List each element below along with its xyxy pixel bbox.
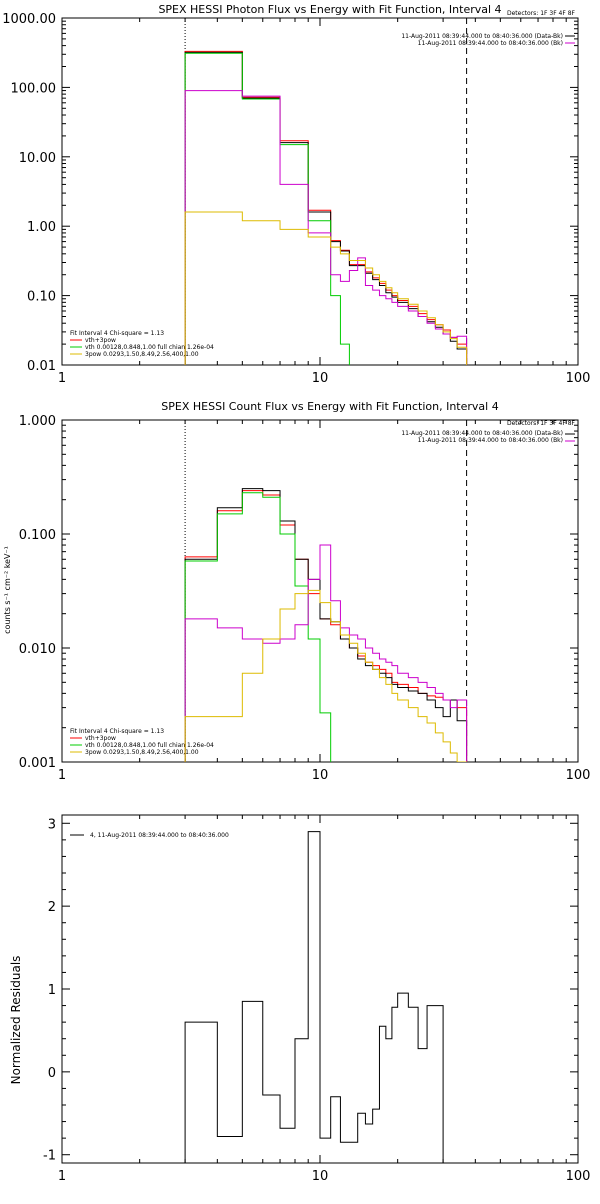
count-flux-title: SPEX HESSI Count Flux vs Energy with Fit… (161, 400, 498, 413)
legend-bottom-line1: Fit Interval 4 Chi-square = 1.13 (70, 728, 164, 735)
count-flux-ylabel: counts s⁻¹ cm⁻² keV⁻¹ (3, 546, 12, 634)
count-flux-y-tick-label: 0.001 (19, 756, 56, 771)
count-flux-x-tick-label: 100 (566, 768, 591, 783)
legend-top-line3: 11-Aug-2011 08:39:44.000 to 08:40:36.000… (418, 437, 563, 444)
legend-top-line2: 11-Aug-2011 08:39:44.000 to 08:40:36.000… (401, 430, 563, 437)
count-flux-thermal-histogram (184, 492, 332, 762)
photon-flux-panel: SPEX HESSI Photon Flux vs Energy with Fi… (2, 3, 590, 386)
photon-flux-red-histogram (184, 50, 468, 365)
photon-flux-y-tick-label: 1.00 (27, 220, 56, 235)
legend-bottom-line2: vth+3pow (85, 337, 116, 344)
residuals-ylabel: Normalized Residuals (9, 956, 23, 1085)
count-flux-y-tick-label: 0.010 (19, 642, 56, 657)
legend-top-line3: 11-Aug-2011 08:39:44.000 to 08:40:36.000… (418, 40, 563, 47)
photon-flux-bkg-histogram (184, 90, 468, 365)
residuals-y-tick-label: 2 (48, 900, 56, 915)
photon-flux-y-tick-label: 0.01 (27, 359, 56, 374)
legend-top-line2: 11-Aug-2011 08:39:44.000 to 08:40:36.000… (401, 33, 563, 40)
residuals-y-tick-label: 0 (48, 1066, 56, 1081)
legend-bottom-line3: vth 0.00128,0.848,1.00 full chian 1.26e-… (85, 344, 214, 351)
photon-flux-y-tick-label: 10.00 (19, 151, 56, 166)
photon-flux-title: SPEX HESSI Photon Flux vs Energy with Fi… (158, 3, 501, 16)
legend-top-line1: Detectors: 1F 3F 4F 8F (507, 420, 576, 427)
photon-flux-x-tick-label: 10 (312, 371, 329, 386)
legend-bottom-line1: Fit Interval 4 Chi-square = 1.13 (70, 330, 164, 337)
count-flux-powerlaw-histogram (184, 589, 468, 762)
legend-top-line1: Detectors: 1F 3F 4F 8F (507, 10, 576, 17)
photon-flux-y-tick-label: 0.10 (27, 290, 56, 305)
count-flux-red-histogram (184, 490, 468, 762)
count-flux-panel: SPEX HESSI Count Flux vs Energy with Fit… (3, 400, 591, 783)
photon-flux-y-tick-label: 1000.00 (2, 12, 56, 27)
legend-bottom-line4: 3pow 0.0293,1.50,8.49,2.56,400,1.00 (85, 351, 199, 358)
legend-bottom-line2: vth+3pow (85, 735, 116, 742)
legend-bottom-line3: vth 0.00128,0.848,1.00 full chian 1.26e-… (85, 742, 214, 749)
photon-flux-y-tick-label: 100.00 (11, 81, 57, 96)
count-flux-y-tick-label: 0.100 (19, 528, 56, 543)
count-flux-x-tick-label: 1 (58, 768, 66, 783)
residuals-x-tick-label: 1 (58, 1169, 66, 1184)
legend-bottom-line4: 3pow 0.0293,1.50,8.49,2.56,400,1.00 (85, 749, 199, 756)
residuals-x-tick-label: 100 (566, 1169, 591, 1184)
residuals-y-tick-label: 1 (48, 983, 56, 998)
residuals-panel: Normalized Residuals 4, 11-Aug-2011 08:3… (9, 814, 591, 1184)
photon-flux-total-histogram (184, 51, 468, 365)
photon-flux-thermal-histogram (184, 52, 350, 365)
residuals-total-histogram (184, 831, 444, 1163)
photon-flux-x-tick-label: 1 (58, 371, 66, 386)
photon-flux-powerlaw-histogram (184, 211, 468, 365)
residuals-x-tick-label: 10 (312, 1169, 329, 1184)
residuals-legend: 4, 11-Aug-2011 08:39:44.000 to 08:40:36.… (90, 832, 229, 839)
photon-flux-x-tick-label: 100 (566, 371, 591, 386)
residuals-y-tick-label: 3 (48, 817, 56, 832)
count-flux-bkg-histogram (184, 544, 468, 762)
residuals-y-tick-label: -1 (43, 1149, 56, 1164)
count-flux-x-tick-label: 10 (312, 768, 329, 783)
photon-flux-plot-frame (61, 17, 579, 366)
count-flux-y-tick-label: 1.000 (19, 414, 56, 429)
